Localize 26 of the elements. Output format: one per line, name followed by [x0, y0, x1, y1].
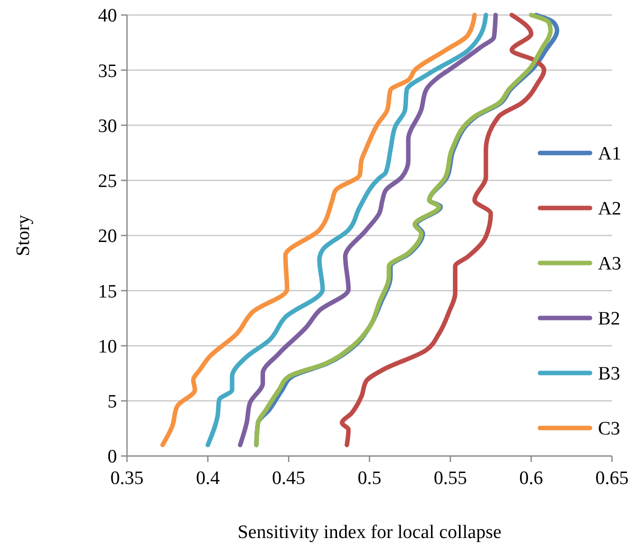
y-tick-label: 30: [98, 116, 117, 137]
y-tick-label: 15: [98, 281, 117, 302]
y-tick-label: 5: [108, 392, 117, 413]
legend-label: C3: [598, 418, 620, 440]
x-tick-label: 0.45: [272, 468, 306, 489]
x-tick-label: 0.65: [595, 468, 629, 489]
y-tick-label: 0: [108, 446, 117, 468]
line-series: [160, 12, 477, 448]
legend-label: B2: [598, 308, 620, 330]
line-series: [340, 12, 546, 448]
x-axis-title: Sensitivity index for local collapse: [238, 522, 502, 543]
x-tick-label: 0.5: [358, 468, 382, 489]
y-tick-label: 35: [98, 60, 117, 82]
x-tick-label: 0.55: [434, 468, 467, 489]
x-tick-label: 0.4: [196, 468, 220, 489]
legend-label: B3: [598, 364, 620, 385]
y-tick-label: 40: [98, 6, 117, 27]
x-tick-label: 0.35: [110, 468, 144, 489]
y-tick-label: 10: [98, 336, 117, 358]
legend-label: A3: [598, 254, 622, 275]
x-tick-label: 0.6: [519, 468, 544, 489]
legend-label: A2: [598, 198, 622, 220]
legend-label: A1: [598, 144, 622, 165]
y-tick-label: 20: [98, 226, 117, 248]
y-axis-title: Story: [13, 214, 34, 256]
y-tick-label: 25: [98, 171, 117, 192]
